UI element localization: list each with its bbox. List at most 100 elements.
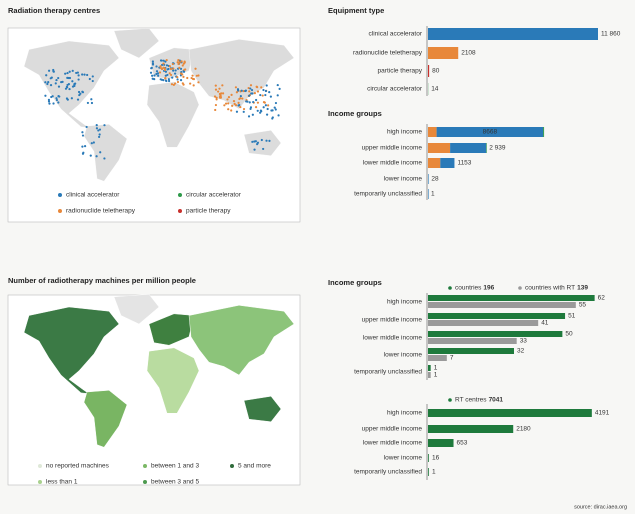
centre-dot: [249, 106, 253, 109]
centre-dot: [214, 103, 218, 107]
bar: [428, 47, 459, 59]
bar-segment: [543, 127, 545, 137]
source: source: dirac.iaea.org: [574, 504, 627, 510]
centre-dot: [269, 95, 272, 98]
bar: [428, 331, 563, 337]
centre-dot: [264, 93, 267, 97]
centre-dot: [267, 104, 270, 107]
centre-dot: [162, 62, 165, 65]
value-label: 1: [434, 365, 438, 372]
centre-dot: [232, 99, 236, 103]
legend-label: countries with RT: [525, 285, 575, 292]
centre-dot: [176, 78, 179, 81]
centre-dot: [253, 140, 256, 143]
centre-dot: [77, 74, 80, 77]
chart-title: Income groups: [328, 278, 382, 287]
value-label: 11 860: [601, 31, 621, 38]
centre-dot: [174, 69, 177, 72]
centre-dot: [214, 84, 217, 87]
centre-dot: [65, 85, 69, 88]
legend-label: between 1 and 3: [151, 463, 199, 470]
bar-segment: [440, 158, 455, 168]
centre-dot: [150, 67, 153, 70]
centre-dot: [265, 113, 269, 116]
centre-dot: [273, 106, 276, 109]
category-label: lower income: [384, 455, 423, 462]
centre-dot: [169, 67, 173, 71]
centre-dot: [274, 108, 277, 111]
centre-dot: [151, 74, 154, 77]
value-label: 1: [434, 372, 438, 379]
centre-dot: [165, 79, 168, 83]
centre-dot: [235, 91, 238, 94]
centre-dot: [192, 84, 195, 87]
bar-segment: [450, 143, 487, 153]
centre-dot: [240, 89, 243, 92]
centre-dot: [176, 75, 179, 79]
centre-dot: [157, 74, 160, 77]
value-label: 32: [517, 348, 525, 355]
centre-dot: [271, 116, 274, 119]
legend-swatch: [448, 286, 452, 290]
centre-dot: [50, 95, 53, 99]
category-label: lower middle income: [363, 160, 423, 167]
centre-dot: [215, 96, 218, 99]
bar-segment: [428, 158, 441, 168]
centre-dot: [264, 89, 268, 93]
centre-dot: [81, 134, 85, 137]
centre-dot: [54, 82, 57, 85]
centre-dot: [170, 83, 174, 86]
category-label: upper middle income: [362, 145, 423, 152]
value-label: 2 939: [489, 145, 506, 152]
legend-label: no reported machines: [46, 463, 110, 470]
centre-dot: [191, 74, 194, 77]
centre-dot: [248, 94, 251, 97]
centre-dot: [179, 72, 183, 75]
value-label: 2180: [516, 426, 531, 433]
centre-dot: [262, 147, 265, 151]
centre-dot: [82, 151, 85, 154]
bar: [428, 425, 514, 433]
centre-dot: [260, 86, 263, 89]
category-label: lower income: [384, 352, 423, 359]
centre-dot: [254, 106, 258, 109]
legend-label: circular accelerator: [186, 192, 242, 199]
centre-dot: [47, 100, 51, 103]
bar: [428, 65, 430, 77]
centre-dot: [261, 94, 264, 97]
value-label: 16: [432, 455, 440, 462]
category-label: particle therapy: [378, 68, 423, 75]
centre-dot: [64, 72, 67, 75]
centre-dot: [181, 82, 184, 85]
centre-dot: [250, 88, 254, 92]
centre-dot: [75, 71, 78, 75]
centre-dot: [71, 80, 74, 83]
centre-dot: [260, 138, 263, 142]
bar: [428, 295, 595, 301]
centre-dot: [192, 78, 196, 81]
centre-dot: [238, 97, 241, 101]
centre-dot: [214, 108, 217, 112]
centre-dot: [259, 111, 262, 114]
centre-dot: [227, 102, 230, 105]
centre-dot: [171, 76, 174, 79]
category-label: high income: [387, 410, 422, 417]
centre-dot: [83, 144, 87, 148]
centre-dot: [197, 74, 200, 77]
centre-dot: [57, 76, 60, 80]
centre-dot: [248, 90, 251, 93]
legend-label: countries: [455, 285, 482, 292]
centre-dot: [242, 89, 245, 93]
centre-dot: [45, 74, 48, 77]
centre-dot: [166, 68, 169, 71]
centre-dot: [98, 133, 101, 136]
centre-dot: [194, 67, 197, 70]
centre-dot: [172, 69, 175, 72]
bar: [428, 409, 592, 417]
centre-dot: [231, 104, 234, 107]
centre-dot: [218, 96, 222, 99]
legend-swatch: [448, 398, 452, 402]
centre-dot: [177, 58, 180, 62]
value-label: 80: [432, 68, 440, 75]
